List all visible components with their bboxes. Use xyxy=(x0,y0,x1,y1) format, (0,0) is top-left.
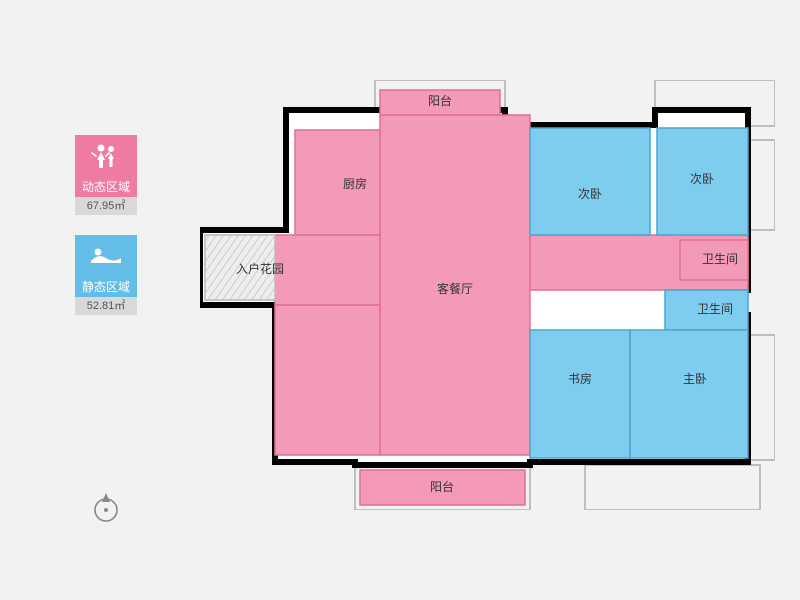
balcony-outline xyxy=(585,465,760,510)
room-主卧 xyxy=(630,330,748,458)
room-次卧 xyxy=(530,128,650,235)
room-rect xyxy=(630,330,748,458)
people-icon xyxy=(75,135,137,177)
room-label: 客餐厅 xyxy=(437,281,473,296)
legend-dynamic-value: 67.95㎡ xyxy=(75,197,137,215)
room-label: 阳台 xyxy=(428,93,452,108)
room-label: 卫生间 xyxy=(697,302,733,316)
legend-static-title: 静态区域 xyxy=(75,277,137,297)
legend-static-value: 52.81㎡ xyxy=(75,297,137,315)
room-label: 次卧 xyxy=(578,187,602,201)
room-label: 厨房 xyxy=(343,176,367,191)
room-label: 次卧 xyxy=(690,172,714,186)
balcony-outline xyxy=(748,140,775,230)
room-书房 xyxy=(530,330,630,458)
balcony-outline xyxy=(748,335,775,460)
room-label: 卫生间 xyxy=(702,252,738,266)
room-rect xyxy=(275,235,380,305)
room-厨房 xyxy=(295,130,380,235)
room-rect xyxy=(530,128,650,235)
room-rect xyxy=(275,305,380,455)
compass-icon xyxy=(88,490,124,526)
room-label: 入户花园 xyxy=(236,261,284,276)
room-label: 书房 xyxy=(568,371,592,386)
room-rect xyxy=(530,330,630,458)
rest-icon xyxy=(75,235,137,277)
room-rect xyxy=(295,130,380,235)
legend-static: 静态区域 52.81㎡ xyxy=(75,235,137,315)
room-label: 阳台 xyxy=(430,479,454,494)
floor-plan: 厨房阳台客餐厅入户花园次卧次卧卫生间卫生间书房主卧阳台 xyxy=(200,80,775,510)
legend-dynamic: 动态区域 67.95㎡ xyxy=(75,135,137,215)
room-label: 主卧 xyxy=(683,372,707,386)
legend-dynamic-title: 动态区域 xyxy=(75,177,137,197)
